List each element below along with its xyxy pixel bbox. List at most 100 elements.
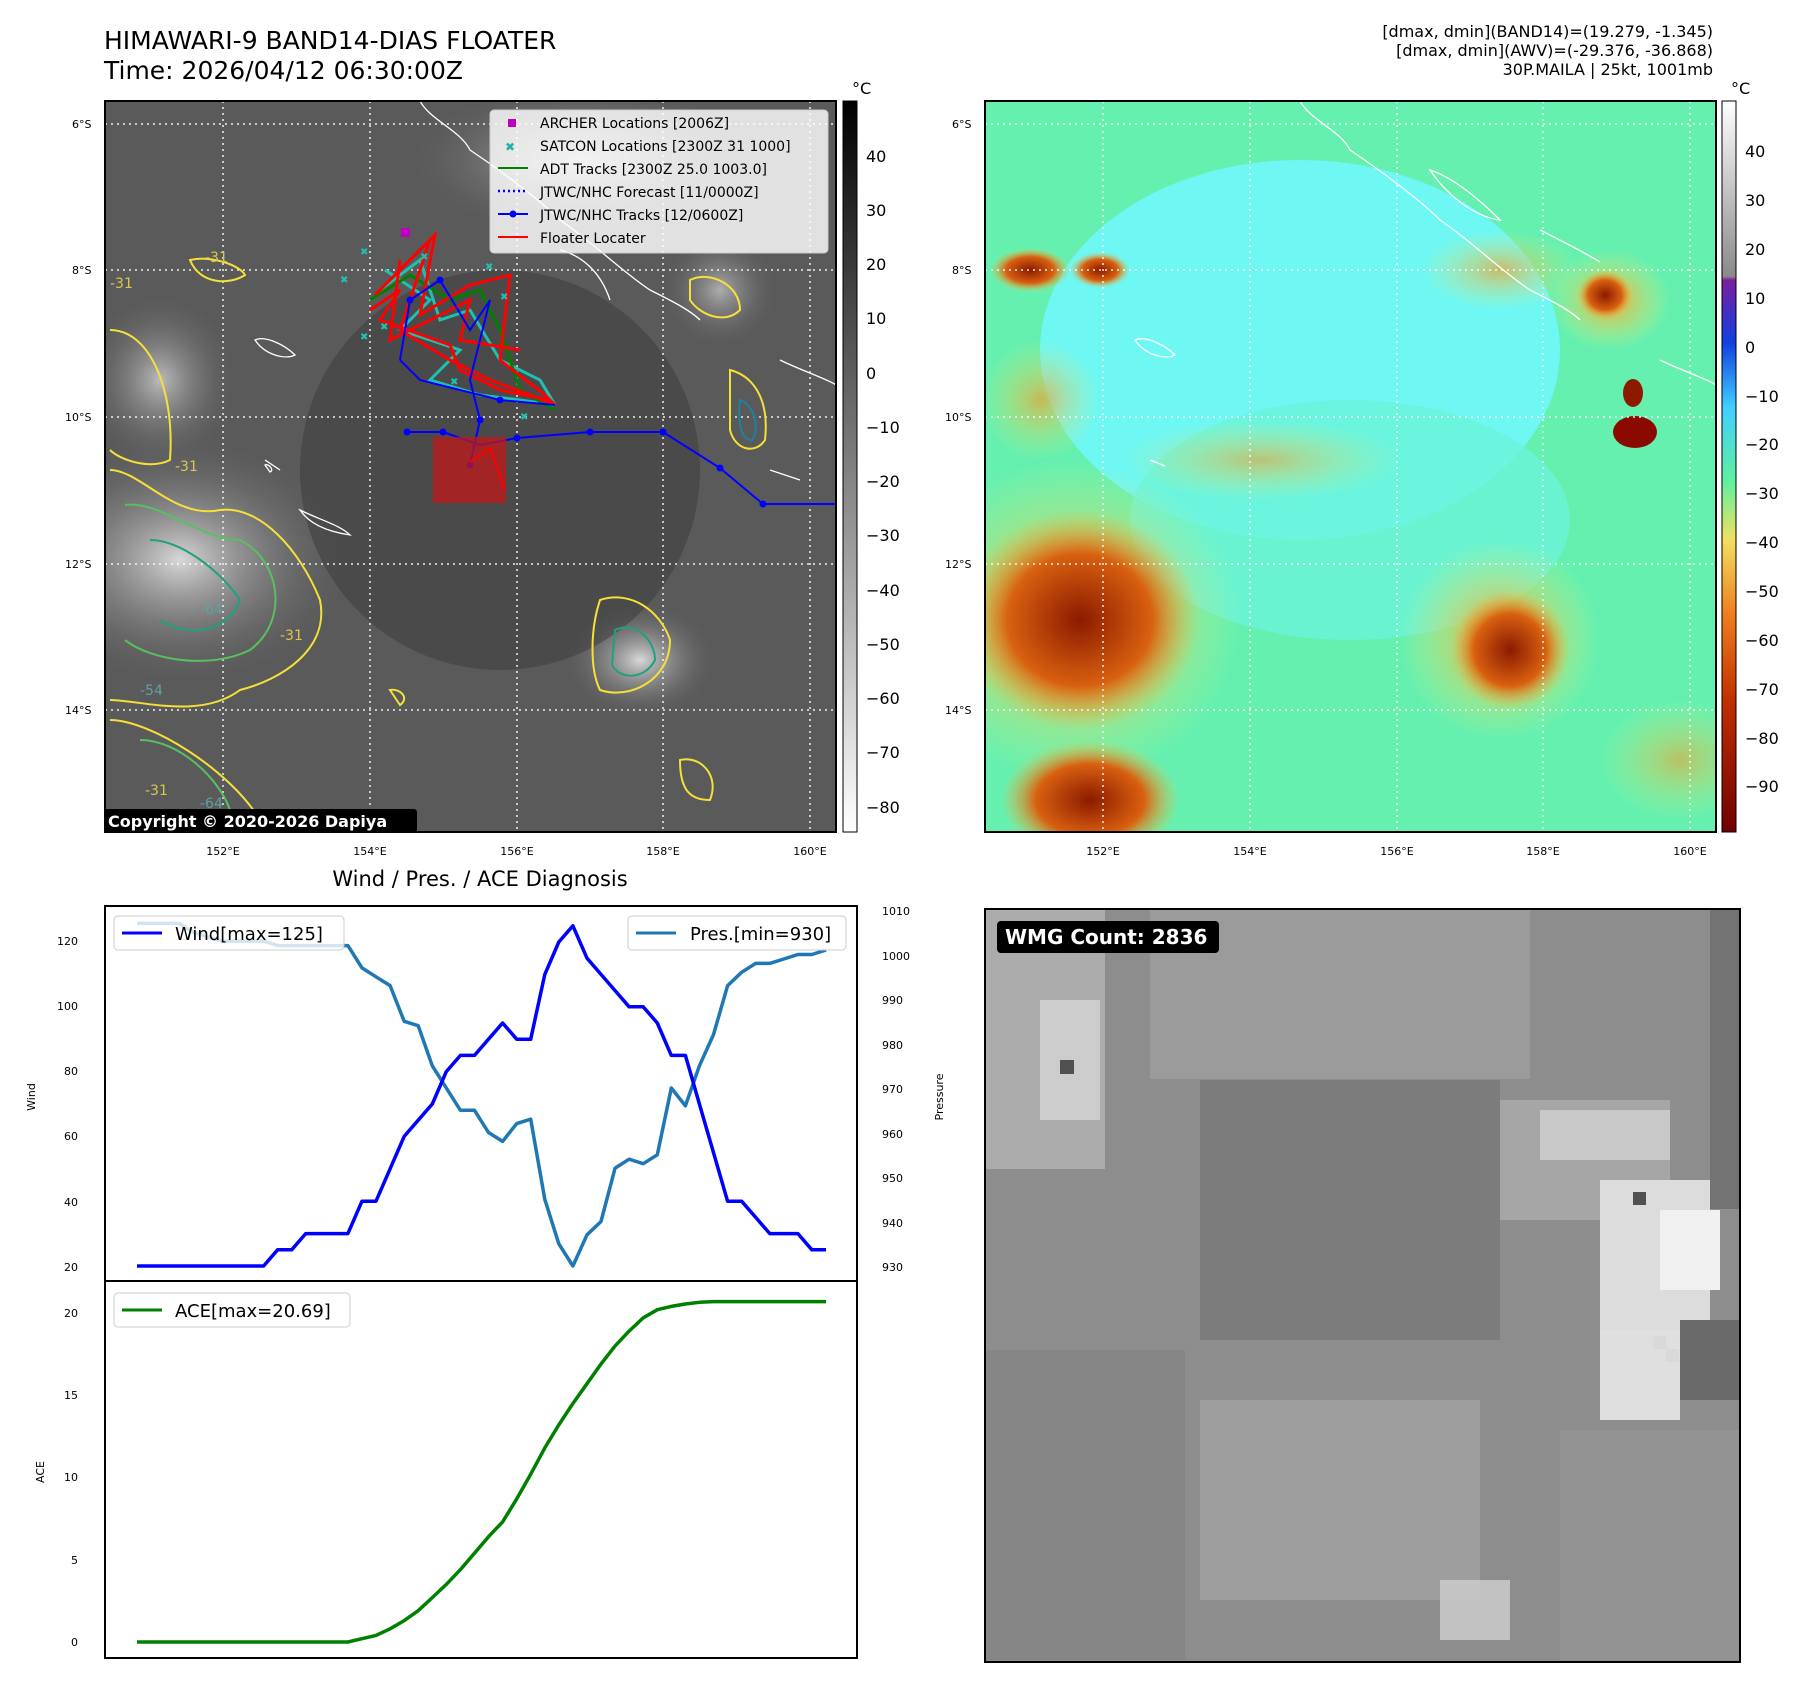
svg-text:154°E: 154°E [1233,845,1266,858]
svg-text:✖: ✖ [500,292,508,303]
svg-text:−90: −90 [1745,777,1779,796]
diag-title: Wind / Pres. / ACE Diagnosis [332,867,627,891]
svg-text:✖: ✖ [485,262,493,273]
svg-text:14°S: 14°S [945,704,971,717]
pres-ticks: 1010 1000 990 980 970 960 950 940 930 [882,905,910,1274]
ir-contours [109,257,767,821]
svg-text:10°S: 10°S [65,411,91,424]
svg-text:1000: 1000 [882,950,910,963]
ir-colorbar-unit: °C [852,79,871,98]
svg-text:−20: −20 [866,472,900,491]
svg-text:-64: -64 [200,796,223,812]
svg-text:0: 0 [1745,338,1755,357]
svg-text:✖: ✖ [340,275,348,286]
info-line-3: 30P.MAILA | 25kt, 1001mb [1502,60,1713,79]
svg-text:40: 40 [64,1196,78,1209]
svg-text:−20: −20 [1745,435,1779,454]
ir-lon-labels: 152°E 154°E 156°E 158°E 160°E [206,845,826,858]
svg-text:0: 0 [866,364,876,383]
svg-text:158°E: 158°E [1526,845,1559,858]
title-line-1: HIMAWARI-9 BAND14-DIAS FLOATER [104,26,557,55]
legend-forecast-label: JTWC/NHC Forecast [11/0000Z] [539,185,759,201]
svg-text:−30: −30 [1745,484,1779,503]
svg-text:10: 10 [64,1471,78,1484]
svg-text:−80: −80 [1745,729,1779,748]
svg-text:-64: -64 [200,602,223,618]
ir-colorbar-ticks: 40 30 20 10 0 −10 −20 −30 −40 −50 −60 −7… [866,147,900,817]
ace-frame [104,1280,858,1659]
svg-text:40: 40 [866,147,886,166]
title-line-2: Time: 2026/04/12 06:30:00Z [104,56,463,85]
svg-text:10: 10 [1745,289,1765,308]
wmg-frame [984,908,1741,1663]
wind-series-line [137,924,826,1268]
svg-text:1010: 1010 [882,905,910,918]
svg-text:0: 0 [71,1636,78,1649]
svg-text:✖: ✖ [360,332,368,343]
storm-info: [dmax, dmin](BAND14)=(19.279, -1.345) [d… [1113,22,1713,79]
svg-text:−60: −60 [1745,631,1779,650]
svg-text:✖: ✖ [420,252,428,263]
svg-text:6°S: 6°S [952,118,971,131]
ace-plot [137,1299,826,1644]
svg-text:✖: ✖ [520,412,528,423]
ace-ylabel: ACE [34,1461,47,1483]
svg-text:-31: -31 [145,783,168,799]
svg-text:152°E: 152°E [1086,845,1119,858]
svg-text:10°S: 10°S [945,411,971,424]
ace-legend: ACE[max=20.69] [113,1292,351,1328]
svg-text:−70: −70 [1745,680,1779,699]
svg-text:−70: −70 [866,743,900,762]
wv-lon-labels: 152°E 154°E 156°E 158°E 160°E [1086,845,1706,858]
ir-legend: ARCHER Locations [2006Z] ✖ SATCON Locati… [489,109,829,254]
svg-text:Wind[max=125]: Wind[max=125] [175,924,323,945]
svg-text:✖: ✖ [380,322,388,333]
svg-text:160°E: 160°E [793,845,826,858]
svg-text:930: 930 [882,1261,903,1274]
svg-text:990: 990 [882,994,903,1007]
svg-text:Pres.[min=930]: Pres.[min=930] [690,924,831,945]
wind-ylabel: Wind [25,1083,38,1111]
svg-text:60: 60 [64,1130,78,1143]
svg-text:156°E: 156°E [500,845,533,858]
svg-text:158°E: 158°E [646,845,679,858]
svg-text:156°E: 156°E [1380,845,1413,858]
archer-marker [401,228,410,237]
svg-text:940: 940 [882,1217,903,1230]
ir-contour-labels: -31 -31 -31 -64 -54 -31 -31 -64 [110,250,303,812]
pres-ylabel: Pressure [933,1073,946,1120]
svg-text:-31: -31 [110,276,133,292]
svg-text:950: 950 [882,1172,903,1185]
wv-coastlines [1134,101,1716,467]
wv-colorbar [1721,100,1737,833]
svg-text:154°E: 154°E [353,845,386,858]
legend-adt-label: ADT Tracks [2300Z 25.0 1003.0] [540,162,767,178]
ace-ticks: 20 15 10 5 0 [64,1307,78,1649]
wind-ticks: 120 100 80 60 40 20 [57,935,78,1274]
svg-text:20: 20 [1745,240,1765,259]
svg-text:152°E: 152°E [206,845,239,858]
svg-text:8°S: 8°S [72,264,91,277]
wv-colorbar-unit: °C [1731,79,1750,98]
svg-text:−30: −30 [866,526,900,545]
info-line-2: [dmax, dmin](AWV)=(-29.376, -36.868) [1396,41,1713,60]
svg-text:-31: -31 [175,459,198,475]
wmg-badge-text: WMG Count: 2836 [1005,925,1207,949]
wind-legend: Wind[max=125] [113,915,345,951]
svg-text:20: 20 [64,1261,78,1274]
svg-text:40: 40 [1745,142,1765,161]
floater-box [433,437,506,503]
svg-text:−50: −50 [1745,582,1779,601]
svg-text:20: 20 [866,255,886,274]
svg-text:✖: ✖ [360,247,368,258]
svg-text:−50: −50 [866,635,900,654]
copyright-badge [104,809,417,833]
svg-text:14°S: 14°S [65,704,91,717]
svg-text:10: 10 [866,309,886,328]
svg-text:15: 15 [64,1389,78,1402]
svg-text:12°S: 12°S [65,558,91,571]
svg-text:ACE[max=20.69]: ACE[max=20.69] [175,1301,331,1322]
svg-text:−60: −60 [866,689,900,708]
svg-text:6°S: 6°S [72,118,91,131]
